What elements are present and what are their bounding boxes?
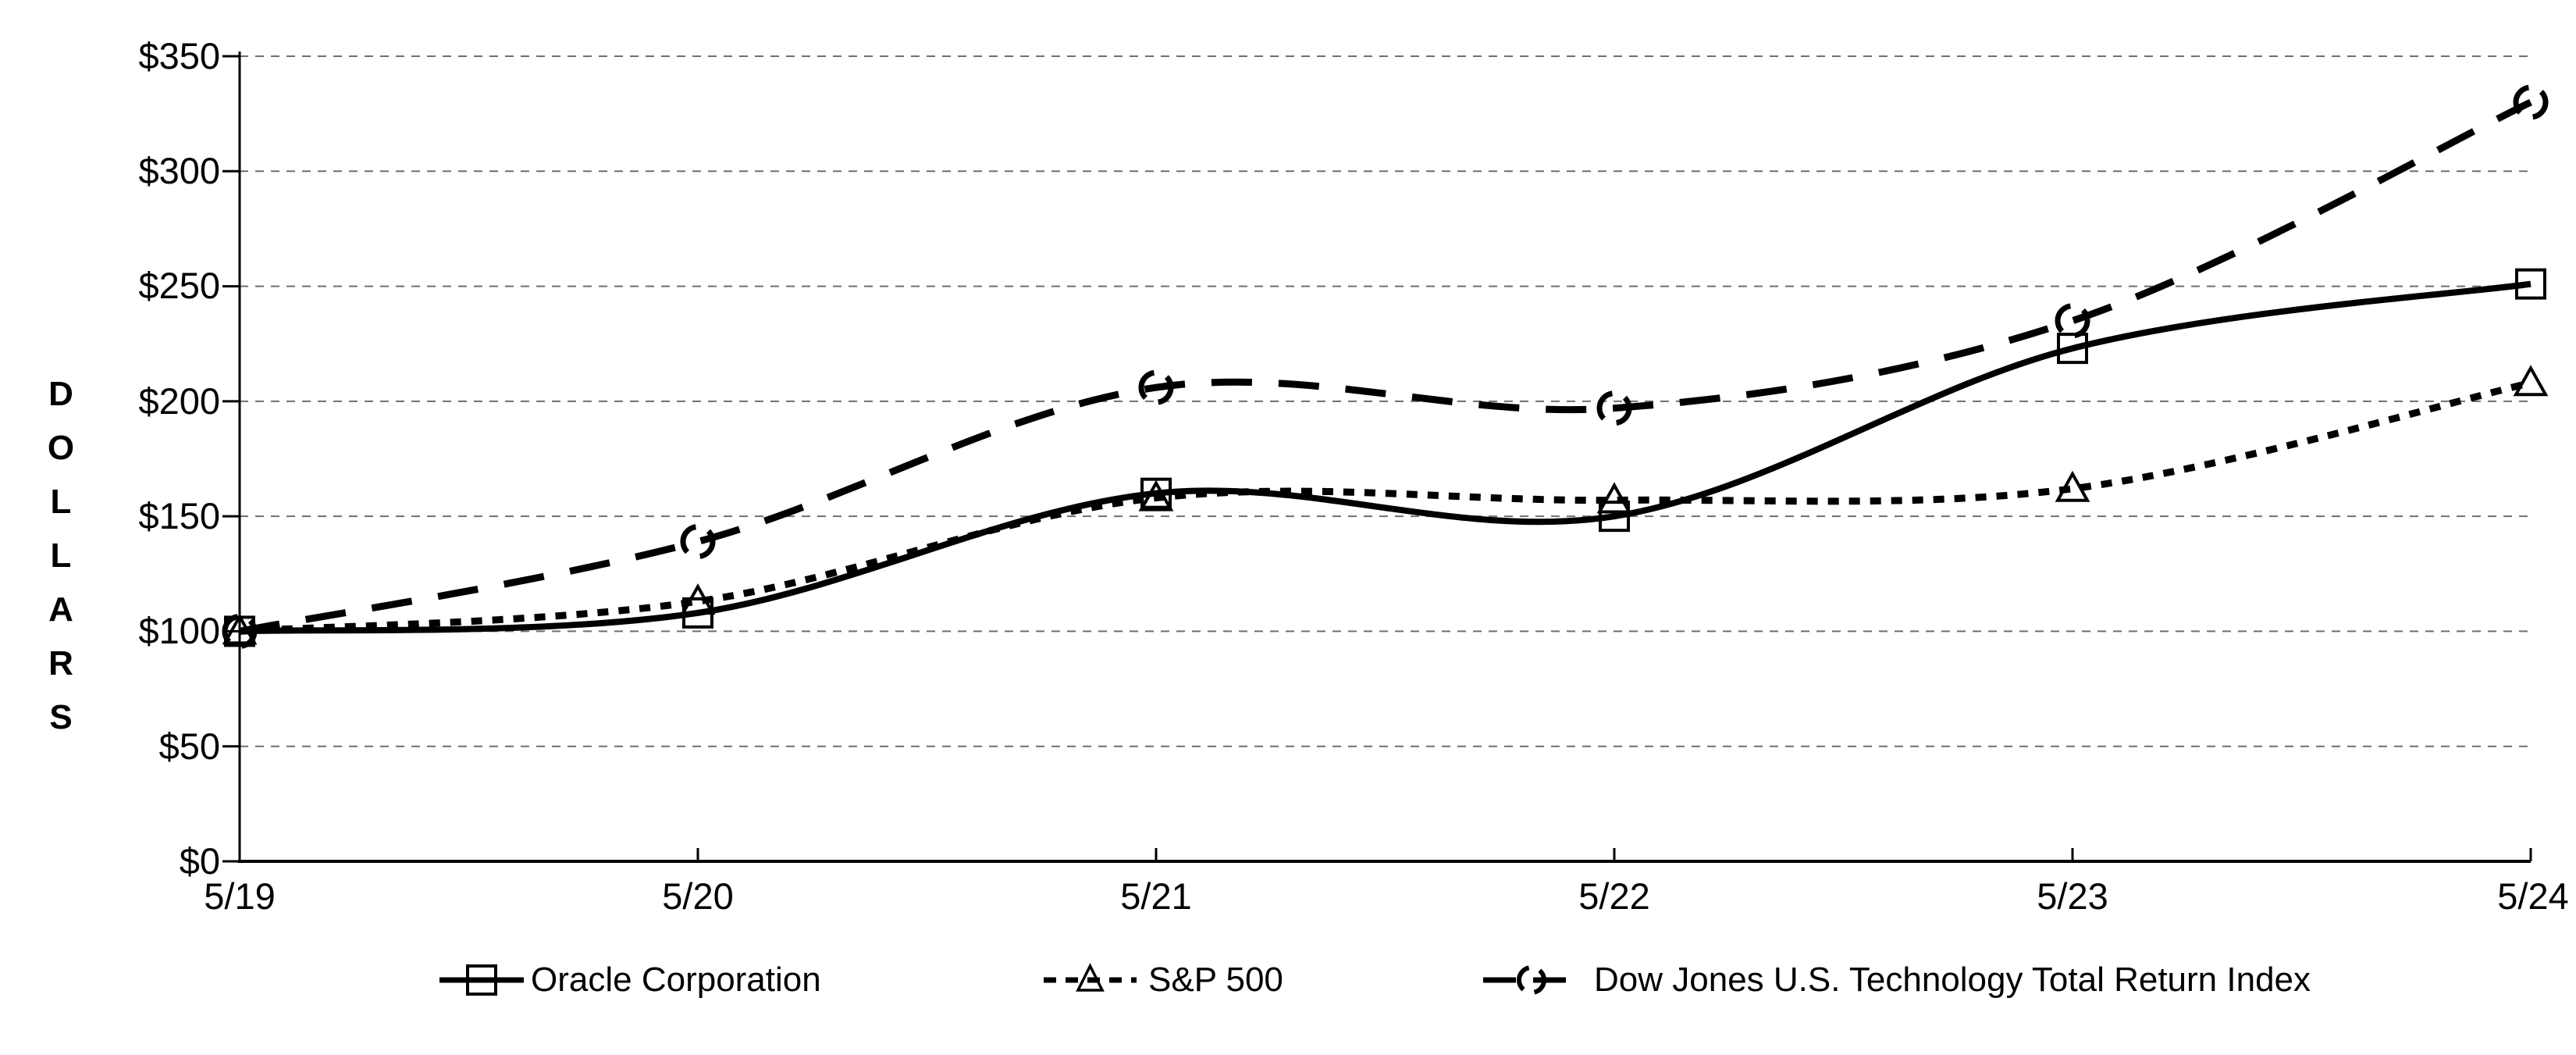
x-tick-5-21: 5/21	[1120, 875, 1192, 917]
x-tick-5-24: 5/24	[2497, 875, 2569, 917]
series-markers-1	[222, 365, 2549, 645]
y-axis-title: DOLLARS	[47, 375, 75, 736]
legend-marker-triangle-icon	[1044, 963, 1137, 992]
y-tick-0: $0	[179, 840, 220, 882]
y-tick-100: $100	[138, 610, 220, 651]
x-tick-5-19: 5/19	[204, 875, 276, 917]
triangle-marker-icon	[2513, 365, 2549, 397]
axes	[222, 52, 2532, 863]
legend-item-dow-tech: Dow Jones U.S. Technology Total Return I…	[1483, 958, 2311, 1002]
gridlines	[240, 55, 2531, 747]
legend-item-oracle: Oracle Corporation	[439, 958, 821, 1002]
square-marker-icon	[2515, 268, 2546, 300]
y-tick-350: $350	[138, 35, 220, 77]
y-tick-50: $50	[158, 725, 220, 767]
triangle-marker-icon	[2055, 470, 2090, 502]
legend-marker-circle-icon	[1483, 965, 1583, 995]
square-marker-icon	[2057, 333, 2088, 365]
legend-label-oracle: Oracle Corporation	[531, 961, 821, 999]
broken-circle-marker-icon	[2513, 84, 2549, 120]
series-line-2	[239, 98, 2532, 635]
broken-circle-marker-icon	[222, 613, 258, 649]
broken-circle-marker-icon	[680, 524, 716, 560]
triangle-marker-icon	[680, 583, 716, 615]
triangle-marker-icon	[1138, 479, 1174, 511]
series-markers-2	[222, 84, 2549, 649]
legend-marker-square-icon	[439, 964, 524, 996]
y-tick-300: $300	[138, 150, 220, 191]
legend-label-dow-tech: Dow Jones U.S. Technology Total Return I…	[1594, 961, 2311, 999]
triangle-marker-icon	[222, 613, 258, 645]
square-marker-icon	[1599, 501, 1630, 533]
y-tick-200: $200	[138, 380, 220, 422]
broken-circle-marker-icon	[1596, 390, 1632, 426]
y-tick-250: $250	[138, 265, 220, 306]
legend-label-sp500: S&P 500	[1148, 961, 1283, 999]
x-tick-5-20: 5/20	[662, 875, 734, 917]
broken-circle-marker-icon	[2055, 303, 2090, 339]
y-tick-150: $150	[138, 495, 220, 536]
legend-item-sp500: S&P 500	[1044, 958, 1283, 1002]
broken-circle-marker-icon	[1138, 369, 1174, 405]
series-path	[239, 98, 2532, 635]
series-line-0	[239, 280, 2532, 635]
square-marker-icon	[1140, 477, 1172, 509]
series-path	[239, 280, 2532, 635]
x-tick-5-22: 5/22	[1578, 875, 1650, 917]
triangle-marker-icon	[1596, 482, 1632, 514]
x-tick-5-23: 5/23	[2037, 875, 2108, 917]
